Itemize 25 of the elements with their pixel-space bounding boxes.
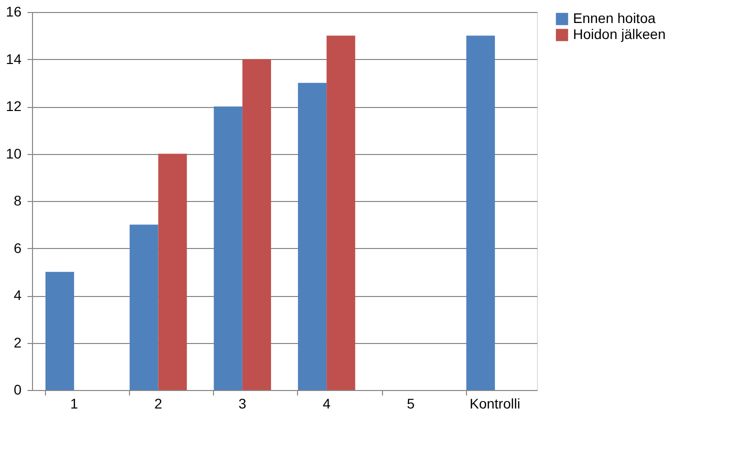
bar [466, 36, 495, 390]
x-tick-label: 3 [238, 396, 247, 412]
bar [158, 154, 187, 390]
y-tick-label: 4 [14, 287, 22, 303]
bar [298, 82, 327, 390]
bar [214, 106, 242, 390]
y-tick-label: 12 [6, 98, 22, 114]
x-tick-label: Kontrolli [470, 396, 520, 412]
y-tick-label: 14 [6, 50, 22, 67]
x-tick-label: 4 [322, 396, 331, 412]
y-tick-label: 10 [6, 145, 22, 162]
y-tick-label: 0 [14, 382, 22, 398]
x-tick-label: 5 [406, 396, 415, 412]
x-tick-label: 1 [70, 396, 78, 412]
legend-label: Hoidon jälkeen [573, 26, 666, 42]
legend-label: Ennen hoitoa [573, 10, 656, 26]
bar [130, 224, 158, 390]
bar [326, 36, 356, 390]
y-tick-label: 6 [14, 240, 22, 256]
bar [45, 272, 74, 390]
y-tick-label: 16 [6, 4, 22, 20]
y-tick-label: 2 [14, 334, 22, 350]
x-tick-label: 2 [154, 396, 162, 412]
bar [242, 59, 272, 390]
y-tick-label: 8 [14, 192, 22, 208]
